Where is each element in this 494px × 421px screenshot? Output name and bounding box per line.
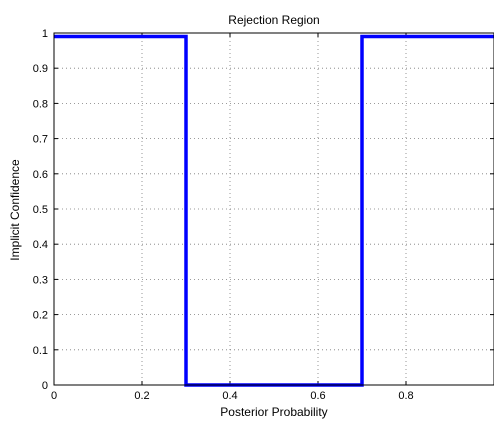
y-tick-label: 0.7 xyxy=(33,134,48,146)
y-tick-label: 0.9 xyxy=(33,63,48,75)
x-tick-label: 0.2 xyxy=(134,390,149,402)
x-tick-label: 0 xyxy=(51,390,57,402)
y-tick-label: 0.6 xyxy=(33,169,48,181)
x-tick-label: 0.4 xyxy=(222,390,237,402)
y-tick-label: 0.1 xyxy=(33,345,48,357)
grid xyxy=(54,33,494,385)
x-axis-label: Posterior Probability xyxy=(220,405,327,419)
x-tick-label: 0.8 xyxy=(398,390,413,402)
series-line xyxy=(54,34,494,387)
plot-frame xyxy=(53,32,494,386)
y-tick-label: 0.2 xyxy=(33,310,48,322)
y-tick-label: 0 xyxy=(42,380,48,392)
y-tick-label: 0.4 xyxy=(33,239,48,251)
y-tick-label: 0.8 xyxy=(33,98,48,110)
x-tick-label: 0.6 xyxy=(310,390,325,402)
x-tick-labels: 0 0.2 0.4 0.6 0.8 xyxy=(51,390,414,402)
y-tick-label: 1 xyxy=(42,28,48,40)
y-tick-labels: 0 0.1 0.2 0.3 0.4 0.5 0.6 0.7 0.8 0.9 1 xyxy=(33,28,48,392)
y-tick-label: 0.5 xyxy=(33,204,48,216)
y-axis-label: Implicit Confidence xyxy=(8,159,22,261)
y-tick-label: 0.3 xyxy=(33,274,48,286)
series-group xyxy=(54,34,494,387)
chart-title: Rejection Region xyxy=(228,13,319,27)
